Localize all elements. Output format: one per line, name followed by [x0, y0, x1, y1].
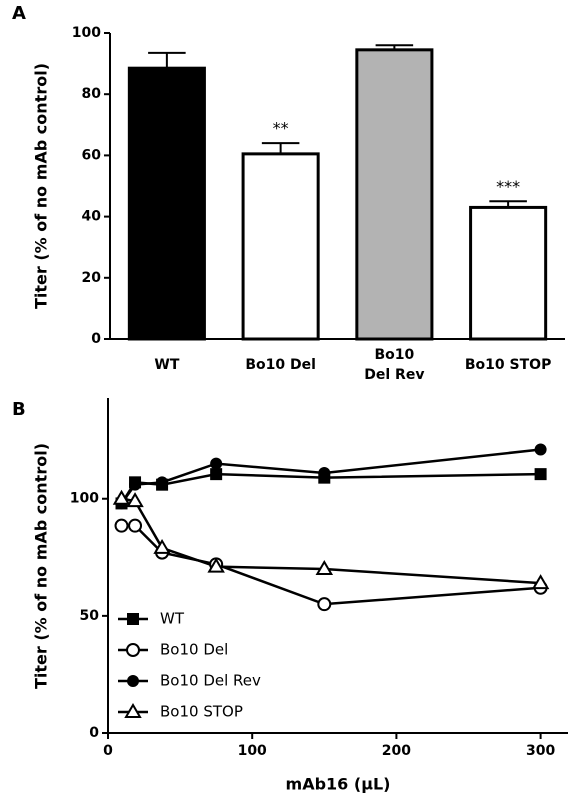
- x-tick-label: Bo10 Del: [245, 357, 316, 373]
- x-tick-label: 200: [382, 743, 411, 759]
- marker: [129, 478, 142, 491]
- y-tick-label: 50: [80, 608, 100, 624]
- x-tick-label: 100: [238, 743, 267, 759]
- significance-label: ***: [496, 177, 520, 196]
- y-tick-label: 20: [82, 270, 102, 286]
- marker: [534, 468, 547, 481]
- bar: [241, 152, 320, 341]
- y-tick-label: 100: [72, 25, 101, 41]
- y-tick-label: 100: [70, 491, 99, 507]
- marker: [210, 457, 223, 470]
- x-tick-label: 0: [103, 743, 113, 759]
- x-tick-label: Del Rev: [364, 367, 424, 383]
- y-tick-label: 80: [82, 86, 102, 102]
- y-tick-label: 60: [82, 147, 102, 163]
- legend-marker: [127, 613, 139, 625]
- x-tick-label: Bo10: [374, 347, 414, 363]
- legend-marker: [126, 643, 140, 657]
- marker: [128, 518, 143, 533]
- legend-label: Bo10 Del Rev: [160, 672, 261, 690]
- legend-label: Bo10 Del: [160, 641, 228, 659]
- x-tick-label: WT: [154, 357, 179, 373]
- y-axis-title: Titer (% of no mAb control): [32, 443, 51, 689]
- legend-label: WT: [160, 610, 185, 628]
- bar: [127, 66, 206, 341]
- y-tick-label: 0: [89, 725, 99, 741]
- marker: [531, 574, 550, 590]
- marker: [207, 557, 225, 573]
- marker: [112, 489, 131, 505]
- legend-marker: [124, 703, 142, 718]
- series-line: [121, 497, 541, 585]
- marker: [534, 443, 547, 456]
- y-tick-label: 40: [82, 209, 102, 225]
- marker: [114, 518, 129, 533]
- legend-marker: [127, 675, 139, 687]
- y-axis-title: Titer (% of no mAb control): [32, 63, 51, 309]
- series-line: [120, 472, 541, 505]
- x-tick-label: 300: [526, 743, 555, 759]
- marker: [317, 597, 332, 612]
- x-tick-label: Bo10 STOP: [465, 357, 551, 373]
- panel-label: A: [12, 3, 26, 24]
- series-line: [121, 524, 541, 606]
- legend-label: Bo10 STOP: [160, 703, 243, 721]
- marker: [315, 560, 334, 576]
- significance-label: **: [273, 119, 289, 138]
- marker: [153, 538, 171, 554]
- bar: [355, 48, 434, 341]
- panel-label: B: [12, 399, 26, 420]
- y-tick-label: 0: [91, 331, 101, 347]
- marker: [126, 492, 144, 508]
- x-axis-title: mAb16 (µL): [286, 775, 391, 794]
- marker: [210, 468, 223, 481]
- marker: [156, 476, 169, 489]
- marker: [318, 466, 331, 479]
- bar: [469, 205, 548, 341]
